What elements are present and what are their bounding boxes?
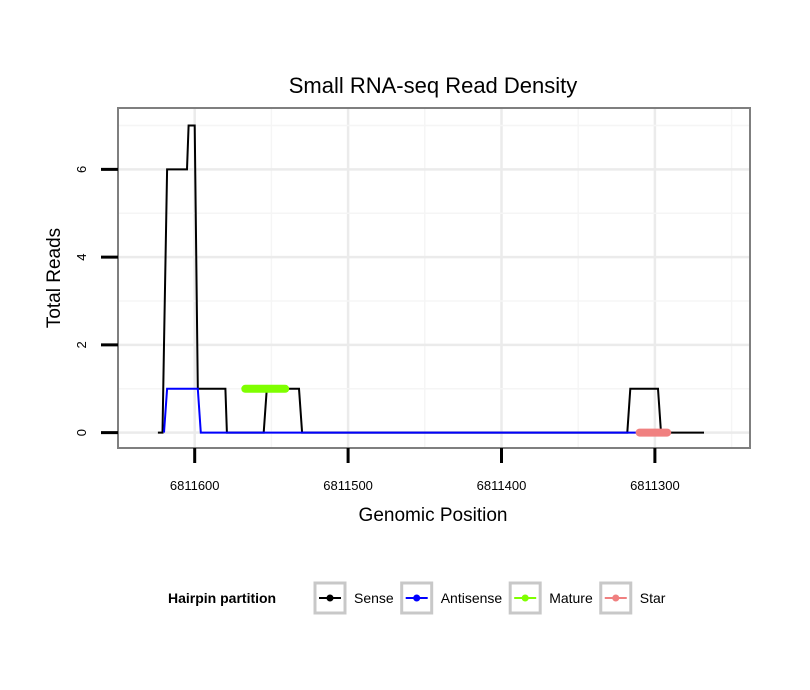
legend-label: Mature <box>549 590 593 606</box>
legend-key-marker <box>326 594 334 602</box>
legend-item-antisense: Antisense <box>400 581 503 615</box>
legend-title: Hairpin partition <box>168 590 276 606</box>
legend-label: Sense <box>354 590 394 606</box>
legend-key-marker <box>413 594 421 602</box>
y-tick-label: 4 <box>74 254 89 261</box>
x-tick-label: 6811600 <box>170 478 220 493</box>
x-axis-title: Genomic Position <box>359 505 508 526</box>
y-tick-label: 0 <box>74 429 89 436</box>
x-tick-label: 6811300 <box>630 478 680 493</box>
series-clip-group <box>157 124 704 437</box>
legend: Hairpin partition Sense Antisense Mature St… <box>168 581 666 615</box>
legend-item-sense: Sense <box>313 581 394 615</box>
y-tick-label: 2 <box>74 341 89 348</box>
y-tick-label: 6 <box>74 166 89 173</box>
x-tick-label: 6811500 <box>323 478 373 493</box>
plot-border <box>117 107 751 449</box>
legend-item-star: Star <box>599 581 666 615</box>
y-axis-title: Total Reads <box>44 228 65 328</box>
axes: 6811600 6811500 6811400 6811300 0 2 4 6 <box>74 166 680 493</box>
plot-panel <box>118 108 750 448</box>
legend-label: Star <box>640 590 666 606</box>
series-line-antisense <box>163 387 663 434</box>
legend-item-mature: Mature <box>508 581 593 615</box>
legend-label: Antisense <box>441 590 503 606</box>
legend-key-marker <box>521 594 529 602</box>
chart-title: Small RNA-seq Read Density <box>289 73 578 98</box>
data-series <box>157 124 704 437</box>
legend-key-marker <box>612 594 620 602</box>
x-tick-label: 6811400 <box>477 478 527 493</box>
